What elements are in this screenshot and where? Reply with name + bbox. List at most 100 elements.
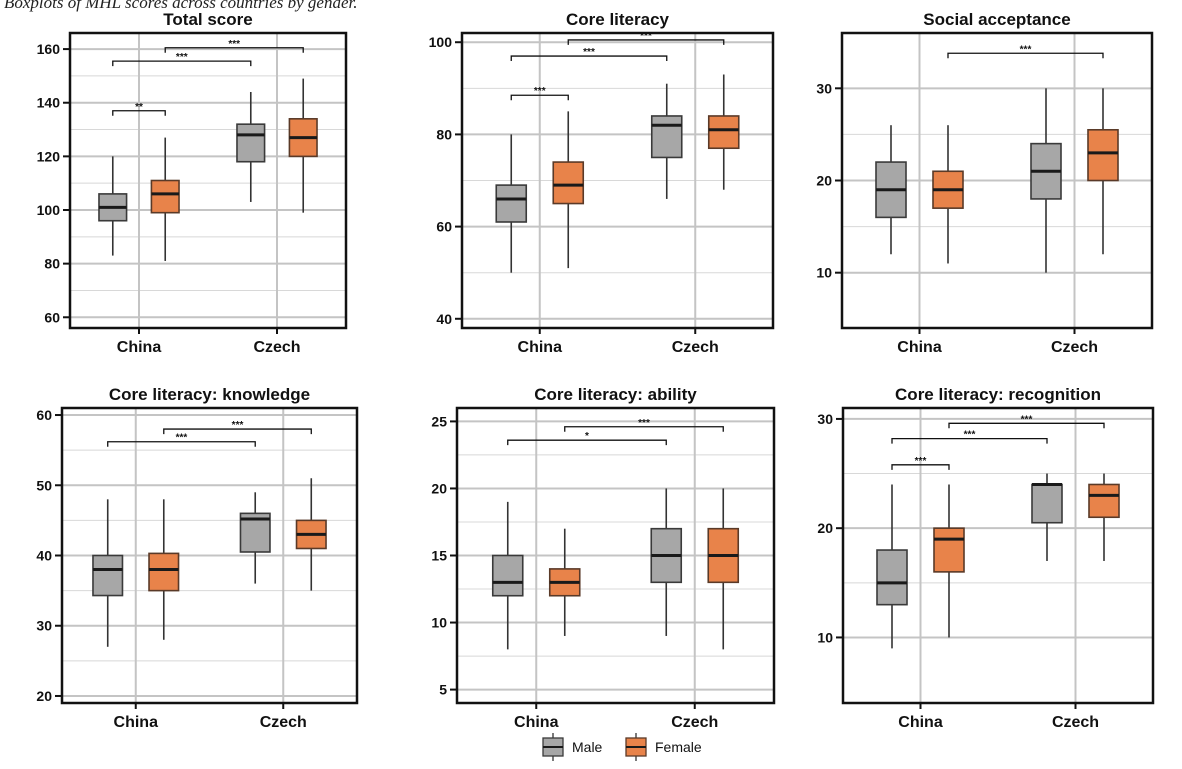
x-tick-label: China: [898, 714, 943, 731]
y-tick-label: 120: [37, 148, 61, 164]
box-male-czech: [1030, 88, 1062, 273]
box-male-china: [876, 484, 908, 649]
significance-label: ***: [228, 39, 240, 50]
significance-label: ***: [915, 456, 927, 467]
significance-bracket: ***: [510, 47, 668, 62]
y-tick-label: 30: [817, 411, 833, 427]
significance-bracket: ***: [510, 86, 569, 101]
box-iqr: [707, 115, 740, 150]
x-tick-label: Czech: [253, 339, 300, 356]
significance-bracket: ***: [164, 39, 304, 53]
x-tick-label: Czech: [671, 714, 718, 731]
box-female-czech: [1088, 473, 1120, 561]
box-female-china: [150, 137, 180, 261]
significance-label: ***: [176, 52, 188, 63]
box-male-china: [875, 125, 907, 255]
y-tick-label: 5: [439, 682, 447, 698]
box-iqr: [236, 123, 266, 163]
significance-bracket: ***: [112, 52, 252, 67]
y-tick-label: 20: [36, 688, 52, 704]
y-tick-label: 40: [36, 548, 52, 564]
significance-bracket: **: [112, 102, 166, 116]
box-female-china: [933, 484, 965, 638]
y-tick-label: 140: [37, 95, 61, 111]
y-tick-label: 80: [436, 126, 452, 142]
y-tick-label: 30: [816, 80, 832, 96]
box-female-china: [148, 499, 180, 640]
y-tick-label: 60: [36, 407, 52, 423]
panel-core-literacy-ability: Core literacy: ability 5 10 15 20 25 China Czec…: [431, 385, 776, 731]
box-iqr: [491, 554, 524, 597]
significance-bracket: ***: [948, 414, 1105, 429]
bracket-line: [891, 437, 1048, 444]
legend-label: Male: [572, 739, 603, 755]
plot-border: [68, 31, 348, 330]
bracket-line: [891, 464, 950, 470]
box-female-czech: [295, 478, 327, 591]
significance-label: ***: [638, 418, 650, 429]
box-iqr: [148, 552, 180, 592]
panel-title: Core literacy: ability: [534, 385, 697, 404]
box-female-czech: [288, 78, 318, 213]
x-tick-label: China: [897, 339, 942, 356]
significance-bracket: ***: [564, 418, 724, 432]
y-tick-label: 10: [431, 615, 447, 631]
y-tick-label: 15: [431, 548, 447, 564]
panel-title: Core literacy: knowledge: [109, 385, 310, 404]
bracket-line: [107, 441, 256, 447]
legend-item-female: Female: [625, 733, 702, 761]
box-male-czech: [236, 92, 266, 202]
significance-bracket: ***: [947, 44, 1104, 59]
plot-border: [60, 406, 359, 705]
significance-label: ***: [640, 31, 652, 42]
box-iqr: [150, 179, 180, 214]
bracket-line: [567, 39, 725, 45]
plot-border: [455, 406, 776, 705]
box-female-china: [548, 528, 581, 636]
y-tick-label: 10: [817, 629, 833, 645]
x-tick-label: Czech: [1052, 714, 1099, 731]
box-female-czech: [707, 488, 740, 650]
box-iqr: [933, 527, 965, 573]
x-tick-label: Czech: [1051, 339, 1098, 356]
x-tick-label: Czech: [260, 714, 307, 731]
plot-border: [841, 406, 1155, 705]
legend-item-male: Male: [542, 733, 603, 761]
box-iqr: [495, 184, 528, 223]
significance-label: **: [135, 102, 143, 113]
bracket-line: [507, 439, 667, 446]
significance-bracket: ***: [567, 31, 725, 45]
box-male-czech: [1031, 473, 1063, 561]
box-iqr: [1031, 483, 1063, 524]
significance-bracket: ***: [163, 420, 312, 435]
significance-bracket: ***: [891, 430, 1048, 444]
bracket-line: [163, 428, 312, 435]
y-tick-label: 50: [36, 477, 52, 493]
significance-label: ***: [1021, 414, 1033, 425]
y-tick-label: 30: [36, 618, 52, 634]
bracket-line: [510, 55, 668, 62]
y-tick-label: 100: [37, 202, 61, 218]
legend-label: Female: [655, 739, 702, 755]
box-iqr: [1087, 128, 1119, 182]
box-iqr: [876, 549, 908, 606]
panel-title: Core literacy: recognition: [895, 385, 1101, 404]
significance-bracket: ***: [891, 456, 950, 470]
box-male-czech: [650, 488, 683, 636]
bracket-line: [948, 422, 1105, 429]
y-tick-label: 20: [816, 173, 832, 189]
y-tick-label: 20: [431, 480, 447, 496]
panel-core-literacy: Core literacy 40 60 80 100 China Czech *** *** **…: [429, 10, 775, 356]
plot-border: [460, 31, 775, 330]
bracket-line: [564, 426, 724, 432]
x-tick-label: China: [514, 714, 559, 731]
bracket-line: [164, 47, 304, 53]
bracket-line: [510, 94, 569, 101]
y-tick-label: 20: [817, 520, 833, 536]
y-tick-label: 60: [44, 309, 60, 325]
box-iqr: [92, 554, 124, 597]
panel-title: Total score: [163, 10, 252, 29]
significance-label: ***: [964, 430, 976, 441]
